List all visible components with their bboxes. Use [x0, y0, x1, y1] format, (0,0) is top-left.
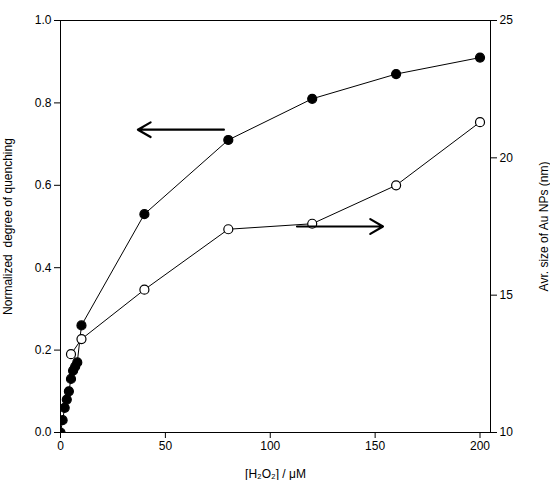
svg-text:10: 10	[500, 425, 514, 439]
svg-text:1.0: 1.0	[35, 13, 52, 27]
svg-text:15: 15	[500, 288, 514, 302]
svg-text:0: 0	[57, 439, 64, 453]
svg-text:0.8: 0.8	[35, 96, 52, 110]
svg-text:50: 50	[159, 439, 173, 453]
svg-text:25: 25	[500, 13, 514, 27]
svg-text:100: 100	[260, 439, 280, 453]
svg-text:200: 200	[470, 439, 490, 453]
svg-text:150: 150	[365, 439, 385, 453]
svg-text:Normalized degree of quenchin: Normalized degree of quenching	[1, 138, 15, 315]
svg-text:0.4: 0.4	[35, 261, 52, 275]
svg-text:Avr. size of Au NPs (nm): Avr. size of Au NPs (nm)	[537, 162, 550, 292]
svg-text:0.6: 0.6	[35, 178, 52, 192]
svg-text:0.2: 0.2	[35, 343, 52, 357]
svg-text:20: 20	[500, 151, 514, 165]
svg-text:0.0: 0.0	[35, 425, 52, 439]
svg-text:[H₂O₂] / μM: [H₂O₂] / μM	[245, 467, 306, 481]
